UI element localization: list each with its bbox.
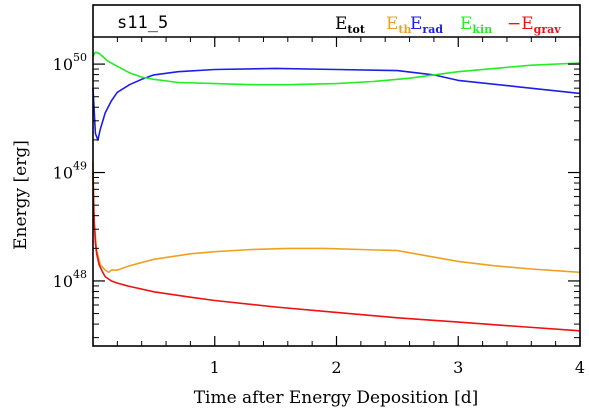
axis-ticks	[93, 37, 581, 346]
legend-entry-rad: Erad	[410, 14, 443, 36]
series-line-kin	[92, 51, 581, 86]
y-tick-label: 1048	[53, 268, 87, 291]
x-tick-label: 2	[331, 358, 341, 377]
series-line-th	[92, 161, 581, 274]
y-tick-label: 1050	[53, 51, 87, 74]
series-line-grav	[92, 172, 581, 332]
plot-area	[92, 51, 581, 332]
x-tick-label: 4	[575, 358, 585, 377]
panel-label: s11_5	[117, 13, 168, 33]
x-tick-label: 3	[453, 358, 463, 377]
legend-entry-kin: Ekin	[460, 14, 492, 36]
y-tick-label: 1049	[53, 160, 87, 183]
x-axis-label: Time after Energy Deposition [d]	[194, 388, 479, 408]
tick-labels: 1 2 3 4 1048 1049 1050	[53, 51, 585, 377]
legend-entry-grav: −Egrav	[507, 14, 561, 36]
x-tick-label: 1	[210, 358, 220, 377]
y-axis-label: Energy [erg]	[11, 140, 31, 250]
legend-entry-tot: Etot	[335, 14, 366, 36]
legend-entry-th: Eth	[386, 14, 412, 36]
